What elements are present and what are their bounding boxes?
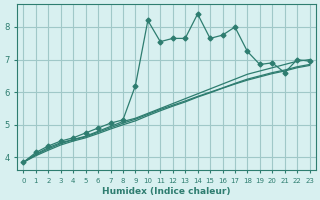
X-axis label: Humidex (Indice chaleur): Humidex (Indice chaleur) [102, 187, 231, 196]
